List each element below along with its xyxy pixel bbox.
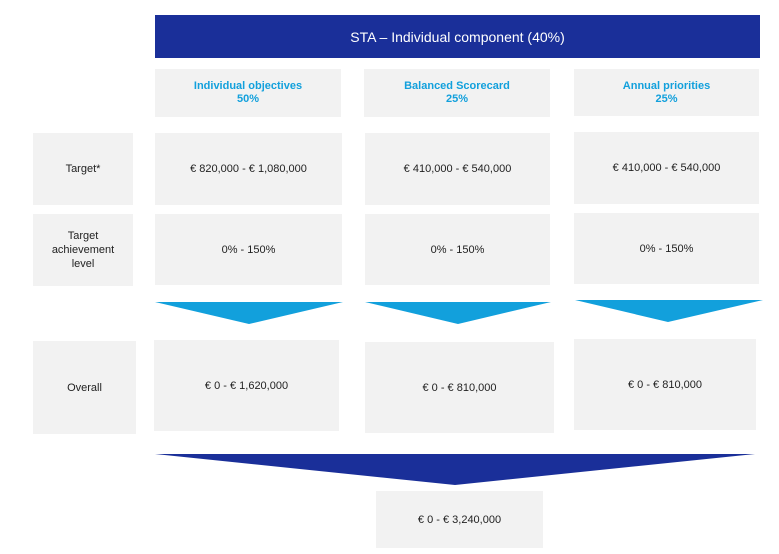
column-weight: 50%	[236, 93, 260, 105]
row-label-target: Target*	[33, 133, 133, 205]
target-value: € 410,000 - € 540,000	[403, 163, 512, 175]
row-label-text: Overall	[67, 381, 102, 394]
row-label-text: Target*	[65, 163, 101, 175]
achievement-value: 0% - 150%	[639, 242, 694, 255]
column-title: Individual objectives	[193, 80, 303, 92]
column-title: Annual priorities	[622, 79, 711, 92]
column-header-balanced-scorecard: Balanced Scorecard 25%	[364, 69, 550, 117]
arrow-down-individual-objectives	[155, 302, 343, 324]
row-label-text: Target achievement level	[51, 230, 115, 270]
column-title: Balanced Scorecard	[404, 80, 510, 92]
overall-value: € 0 - € 810,000	[627, 378, 702, 391]
overall-value: € 0 - € 1,620,000	[204, 379, 289, 392]
row-label-overall: Overall	[33, 341, 136, 434]
total-cell: € 0 - € 3,240,000	[376, 491, 543, 548]
overall-value: € 0 - € 810,000	[422, 381, 497, 394]
arrow-down-total	[155, 454, 755, 485]
arrow-down-balanced-scorecard	[365, 302, 551, 324]
achievement-value: 0% - 150%	[430, 243, 485, 256]
overall-cell-annual-priorities: € 0 - € 810,000	[574, 339, 756, 430]
target-cell-individual-objectives: € 820,000 - € 1,080,000	[155, 133, 342, 205]
achievement-cell-annual-priorities: 0% - 150%	[574, 213, 759, 284]
column-header-annual-priorities: Annual priorities 25%	[574, 69, 759, 116]
component-header: STA – Individual component (40%)	[155, 15, 760, 58]
arrow-down-annual-priorities	[575, 300, 763, 322]
row-label-achievement: Target achievement level	[33, 214, 133, 286]
column-weight: 25%	[655, 92, 678, 105]
achievement-value: 0% - 150%	[221, 243, 276, 256]
target-cell-balanced-scorecard: € 410,000 - € 540,000	[365, 133, 550, 205]
overall-cell-individual-objectives: € 0 - € 1,620,000	[154, 340, 339, 431]
achievement-cell-balanced-scorecard: 0% - 150%	[365, 214, 550, 285]
overall-cell-balanced-scorecard: € 0 - € 810,000	[365, 342, 554, 433]
component-header-text: STA – Individual component (40%)	[350, 28, 565, 45]
achievement-cell-individual-objectives: 0% - 150%	[155, 214, 342, 285]
column-header-individual-objectives: Individual objectives 50%	[155, 69, 341, 117]
total-value: € 0 - € 3,240,000	[417, 513, 502, 526]
column-weight: 25%	[445, 93, 469, 105]
target-cell-annual-priorities: € 410,000 - € 540,000	[574, 132, 759, 204]
target-value: € 820,000 - € 1,080,000	[190, 163, 307, 175]
target-value: € 410,000 - € 540,000	[612, 162, 721, 174]
